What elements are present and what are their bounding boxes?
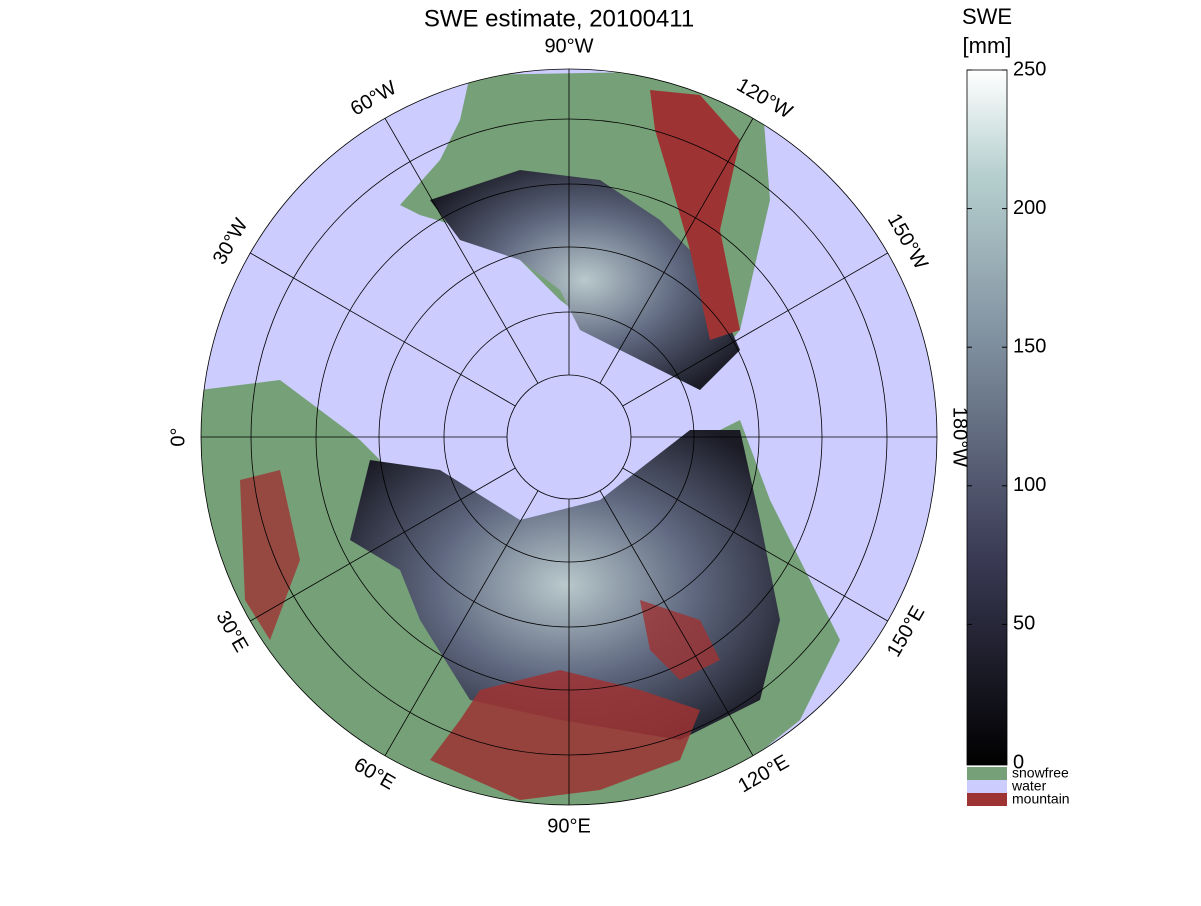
colorbar-tick-label: 100 bbox=[1013, 474, 1046, 496]
longitude-label: 90°E bbox=[547, 815, 591, 837]
legend-swatch bbox=[967, 793, 1007, 806]
meridian bbox=[622, 252, 888, 407]
longitude-label: 60°E bbox=[350, 754, 399, 795]
meridian bbox=[599, 118, 754, 384]
meridian bbox=[622, 467, 888, 622]
meridian bbox=[384, 118, 539, 384]
longitude-label: 90°W bbox=[544, 35, 593, 57]
legend-label: mountain bbox=[1012, 791, 1070, 807]
title: SWE estimate, 20100411 bbox=[424, 5, 694, 32]
land bbox=[201, 70, 840, 805]
meridian bbox=[599, 490, 754, 756]
meridian bbox=[250, 467, 516, 622]
colorbar-label: [mm] bbox=[963, 33, 1012, 58]
colorbar-tick-label: 200 bbox=[1013, 197, 1046, 219]
meridian bbox=[384, 490, 539, 756]
colorbar bbox=[966, 69, 1008, 766]
legend-swatch bbox=[967, 767, 1007, 780]
longitude-label: 0° bbox=[167, 427, 189, 446]
longitude-label: 30°E bbox=[211, 607, 252, 656]
legend-label: snowfree bbox=[1012, 765, 1069, 781]
legend-label: water bbox=[1011, 778, 1047, 794]
graticule bbox=[200, 68, 938, 806]
colorbar-tick-label: 150 bbox=[1013, 335, 1046, 357]
legend-swatch bbox=[967, 780, 1007, 793]
colorbar-tick-label: 0 bbox=[1013, 751, 1024, 773]
colorbar-tick-label: 50 bbox=[1013, 613, 1035, 635]
longitude-label: 180°W bbox=[949, 407, 971, 467]
polar-map bbox=[200, 68, 938, 806]
colorbar-tick-label: 250 bbox=[1013, 58, 1046, 80]
meridian bbox=[250, 252, 516, 407]
colorbar-label: SWE bbox=[962, 4, 1012, 29]
